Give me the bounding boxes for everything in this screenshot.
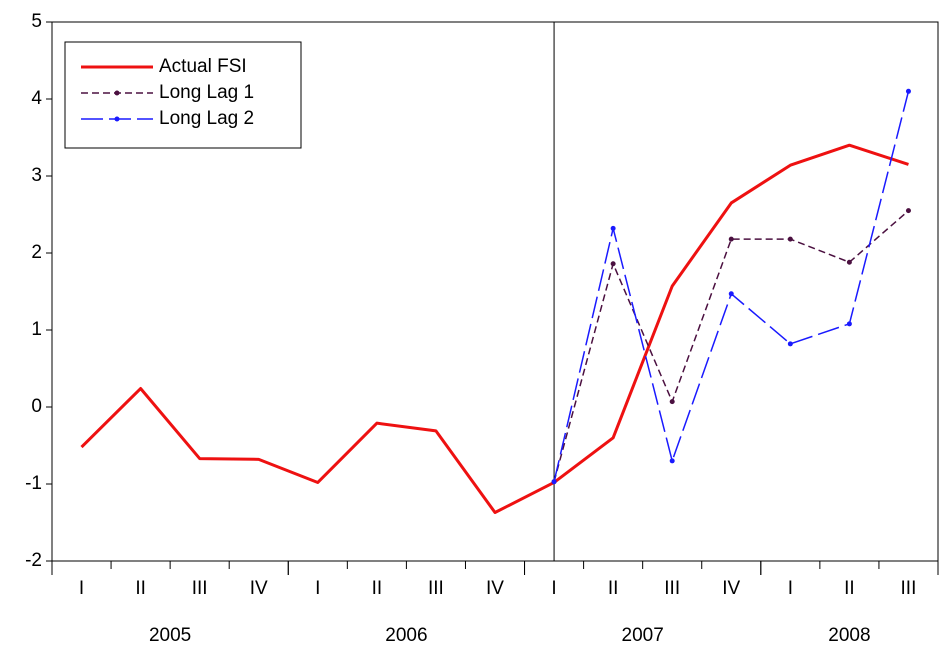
legend-box — [64, 41, 302, 149]
legend-label: Long Lag 1 — [159, 82, 254, 103]
x-tick-label: III — [901, 578, 917, 599]
point — [846, 321, 852, 327]
x-tick-label: II — [608, 578, 619, 599]
y-tick-label: 5 — [31, 11, 42, 32]
y-tick-label: 0 — [31, 396, 42, 417]
x-tick-label: I — [788, 578, 793, 599]
x-tick-label: I — [79, 578, 84, 599]
y-tick-label: 4 — [31, 88, 42, 109]
y-tick-label: -2 — [25, 550, 42, 571]
x-tick-label: IV — [486, 578, 504, 599]
x-tick-label: III — [664, 578, 680, 599]
x-group-label: 2007 — [622, 625, 664, 646]
x-tick-label: II — [844, 578, 855, 599]
x-tick-label: IV — [250, 578, 268, 599]
point — [728, 291, 734, 297]
y-tick-label: -1 — [25, 473, 42, 494]
point — [728, 236, 734, 242]
x-tick-label: I — [315, 578, 320, 599]
x-tick-label: III — [428, 578, 444, 599]
series-line — [80, 143, 909, 514]
point — [610, 261, 616, 267]
x-group-label: 2006 — [385, 625, 427, 646]
plot-frame — [51, 21, 939, 562]
point — [551, 479, 557, 485]
x-tick-label: II — [135, 578, 146, 599]
legend-marker — [114, 90, 120, 96]
point — [610, 225, 616, 231]
point — [905, 208, 911, 214]
point — [669, 399, 675, 405]
point — [669, 458, 675, 464]
y-tick-label: 2 — [31, 242, 42, 263]
x-tick-label: II — [372, 578, 383, 599]
y-tick-label: 1 — [31, 319, 42, 340]
x-tick-label: III — [192, 578, 208, 599]
x-tick-label: IV — [722, 578, 740, 599]
legend-label: Actual FSI — [159, 56, 247, 77]
point — [846, 259, 852, 265]
x-group-label: 2008 — [828, 625, 870, 646]
y-tick-label: 3 — [31, 165, 42, 186]
x-group-label: 2005 — [149, 625, 191, 646]
point — [905, 88, 911, 94]
legend-marker — [114, 116, 120, 122]
legend-label: Long Lag 2 — [159, 108, 254, 129]
point — [787, 341, 793, 347]
x-tick-label: I — [551, 578, 556, 599]
point — [787, 236, 793, 242]
